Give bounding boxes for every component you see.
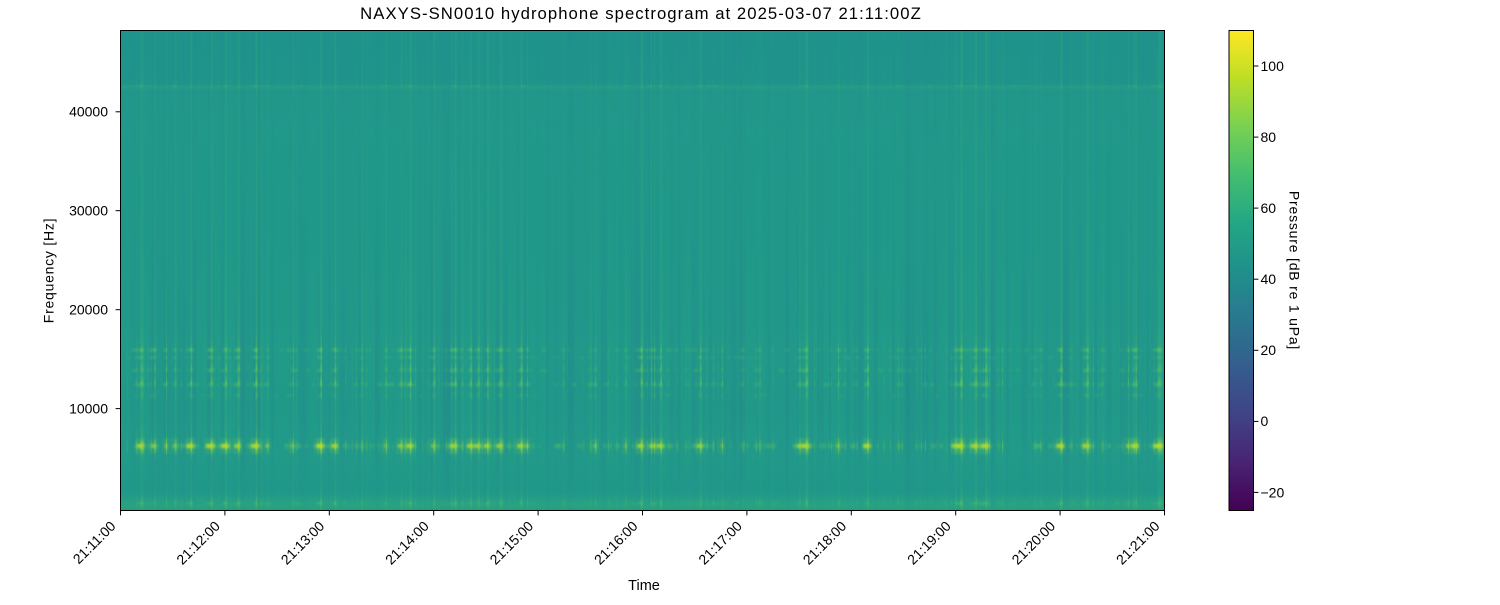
svg-text:10000: 10000 xyxy=(69,401,108,417)
svg-text:Time: Time xyxy=(628,578,660,594)
svg-text:30000: 30000 xyxy=(69,203,108,219)
svg-text:40: 40 xyxy=(1261,271,1277,287)
svg-text:−20: −20 xyxy=(1261,484,1285,500)
svg-text:Frequency [Hz]: Frequency [Hz] xyxy=(41,218,57,323)
svg-text:0: 0 xyxy=(1261,413,1269,429)
svg-text:20000: 20000 xyxy=(69,302,108,318)
svg-text:Pressure [dB re 1 uPa]: Pressure [dB re 1 uPa] xyxy=(1286,191,1302,350)
svg-text:80: 80 xyxy=(1261,129,1277,145)
svg-text:60: 60 xyxy=(1261,200,1277,216)
svg-text:100: 100 xyxy=(1261,58,1285,74)
svg-text:40000: 40000 xyxy=(69,104,108,120)
svg-text:20: 20 xyxy=(1261,342,1277,358)
svg-text:NAXYS-SN0010 hydrophone spectr: NAXYS-SN0010 hydrophone spectrogram at 2… xyxy=(360,4,922,23)
